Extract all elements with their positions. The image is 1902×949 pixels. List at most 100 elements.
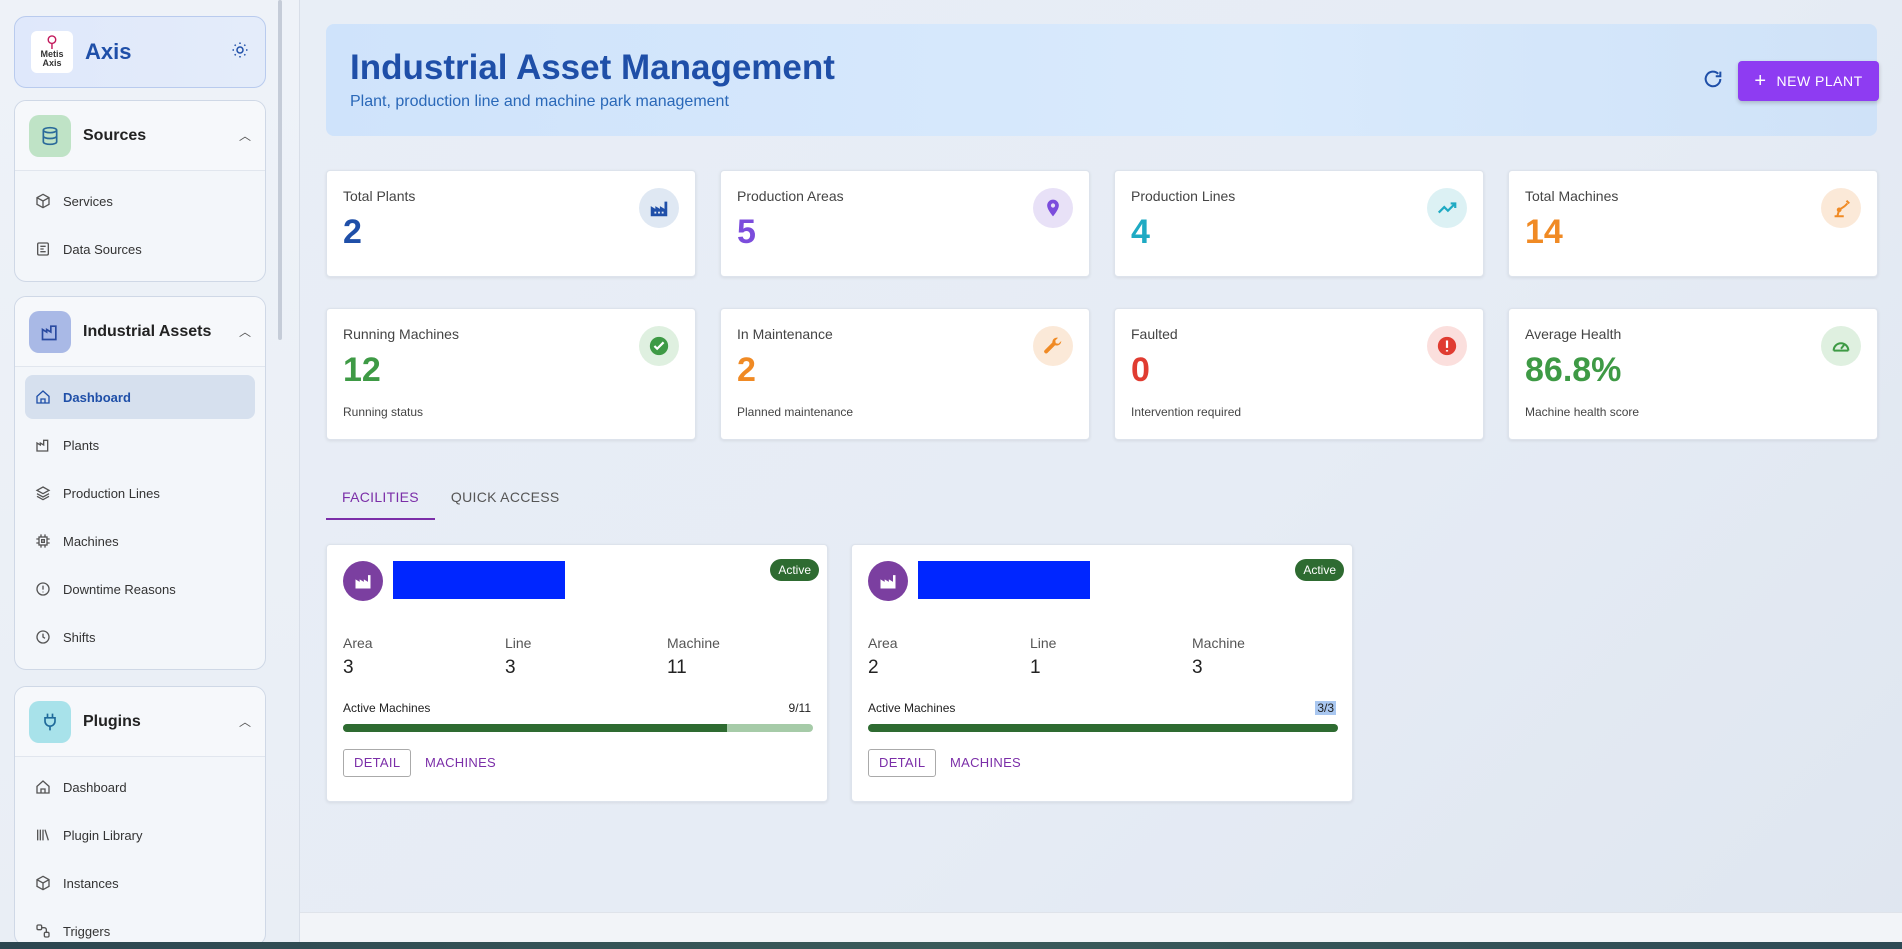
cube-icon — [36, 875, 50, 891]
detail-button[interactable]: DETAIL — [343, 749, 412, 777]
sidebar-scrollbar[interactable] — [278, 0, 282, 340]
brand-header: ⚲ Metis Axis Axis — [14, 16, 266, 88]
sidebar-item-plugin-library[interactable]: Plugin Library — [25, 813, 255, 857]
cpu-icon — [36, 534, 50, 548]
data-source-icon — [37, 242, 49, 256]
status-badge: Active — [1295, 559, 1344, 581]
page-title: Industrial Asset Management — [350, 48, 835, 87]
stat-caption: Machine health score — [1525, 405, 1640, 419]
footer-strip — [300, 912, 1902, 942]
sidebar-item-plugin-dashboard[interactable]: Dashboard — [25, 765, 255, 809]
sidebar-item-machines[interactable]: Machines — [25, 519, 255, 563]
stat-value: 5 — [737, 213, 756, 251]
sidebar-group-sources-header[interactable]: Sources ︿ — [15, 101, 265, 171]
location-pin-icon — [1033, 188, 1073, 228]
sidebar-group-plugins: Plugins ︿ Dashboard Plugin Library Insta… — [14, 686, 266, 946]
sidebar-item-shifts[interactable]: Shifts — [25, 615, 255, 659]
sidebar-group-label: Sources — [83, 126, 147, 144]
sidebar-item-production-lines[interactable]: Production Lines — [25, 471, 255, 515]
stat-caption: Running status — [343, 405, 424, 419]
page-header: Industrial Asset Management Plant, produ… — [326, 24, 1879, 136]
metric-value: 1 — [1030, 657, 1041, 678]
machines-button[interactable]: MACHINES — [950, 755, 1022, 770]
metric-label: Machine — [667, 635, 720, 651]
tab-facilities[interactable]: FACILITIES — [326, 476, 435, 520]
plug-icon — [29, 700, 71, 743]
stat-value: 12 — [343, 351, 381, 389]
sidebar-group-label: Industrial Assets — [83, 322, 212, 340]
error-icon — [1427, 326, 1467, 366]
sidebar-group-industrial-assets: Industrial Assets ︿ Dashboard Plants Pro… — [14, 296, 266, 670]
page-subtitle: Plant, production line and machine park … — [350, 93, 729, 110]
machines-button[interactable]: MACHINES — [425, 755, 497, 770]
stat-label: Production Lines — [1131, 188, 1236, 204]
sidebar-item-services[interactable]: Services — [25, 179, 255, 223]
metric-value: 3 — [1192, 657, 1203, 678]
stat-label: Total Plants — [343, 188, 416, 204]
metric-label: Line — [505, 635, 532, 651]
check-circle-icon — [639, 326, 679, 366]
stat-label: Production Areas — [737, 188, 844, 204]
chevron-up-icon[interactable]: ︿ — [238, 129, 251, 143]
stat-value: 2 — [343, 213, 362, 251]
sidebar-group-plugins-header[interactable]: Plugins ︿ — [15, 687, 265, 757]
factory-icon — [868, 561, 908, 601]
progress-fill — [868, 724, 1338, 732]
sidebar-item-data-sources[interactable]: Data Sources — [25, 227, 255, 271]
metric-value: 11 — [667, 657, 687, 678]
detail-button[interactable]: DETAIL — [868, 749, 937, 777]
active-machines-count: 3/3 — [1315, 701, 1336, 715]
wrench-icon — [1033, 326, 1073, 366]
plant-card: Active Area 2 Line 1 Machine 3 Active Ma… — [851, 544, 1353, 802]
trigger-icon — [36, 924, 50, 938]
stat-label: Faulted — [1131, 326, 1178, 342]
sidebar-group-industrial-header[interactable]: Industrial Assets ︿ — [15, 297, 265, 367]
sidebar-item-downtime-reasons[interactable]: Downtime Reasons — [25, 567, 255, 611]
sidebar-group-label: Plugins — [83, 712, 141, 730]
factory-icon — [36, 439, 49, 452]
stat-label: Average Health — [1525, 326, 1622, 342]
stat-value: 4 — [1131, 213, 1150, 251]
chevron-up-icon[interactable]: ︿ — [238, 715, 251, 729]
window-bottom-edge — [0, 942, 1902, 949]
main-content: Industrial Asset Management Plant, produ… — [300, 0, 1902, 949]
stat-label: In Maintenance — [737, 326, 833, 342]
metric-value: 3 — [343, 657, 354, 678]
home-icon — [36, 780, 50, 794]
stat-card-production-areas: Production Areas 5 — [720, 170, 1090, 277]
stat-value: 0 — [1131, 351, 1150, 389]
factory-icon — [343, 561, 383, 601]
theme-toggle-icon[interactable] — [231, 41, 249, 64]
stat-card-average-health: Average Health 86.8% Machine health scor… — [1508, 308, 1878, 440]
sidebar-item-triggers[interactable]: Triggers — [25, 909, 255, 945]
factory-icon — [639, 188, 679, 228]
factory-icon — [29, 310, 71, 353]
sidebar: ⚲ Metis Axis Axis Sources ︿ Services Dat… — [0, 0, 300, 949]
status-badge: Active — [770, 559, 819, 581]
metric-label: Line — [1030, 635, 1057, 651]
tab-quick-access[interactable]: QUICK ACCESS — [450, 489, 560, 505]
active-machines-progress — [868, 724, 1338, 732]
database-icon — [29, 114, 71, 157]
stat-caption: Intervention required — [1131, 405, 1242, 419]
plant-name-redacted — [393, 561, 565, 599]
stat-value: 14 — [1525, 213, 1563, 251]
facility-tabs: FACILITIES QUICK ACCESS — [326, 476, 576, 520]
cube-icon — [36, 193, 50, 209]
sidebar-item-dashboard[interactable]: Dashboard — [25, 375, 255, 419]
metric-value: 2 — [868, 657, 879, 678]
brand-logo: ⚲ Metis Axis — [31, 31, 73, 73]
alert-circle-icon — [36, 582, 50, 596]
new-plant-button[interactable]: + NEW PLANT — [1738, 61, 1879, 101]
layers-icon — [35, 486, 51, 501]
refresh-icon[interactable] — [1702, 68, 1726, 92]
sidebar-item-plants[interactable]: Plants — [25, 423, 255, 467]
plant-name-redacted — [918, 561, 1090, 599]
metric-label: Machine — [1192, 635, 1245, 651]
library-icon — [37, 829, 49, 841]
chevron-up-icon[interactable]: ︿ — [238, 325, 251, 339]
sidebar-item-instances[interactable]: Instances — [25, 861, 255, 905]
brand-title: Axis — [85, 39, 132, 64]
active-machines-count: 9/11 — [788, 701, 811, 715]
plant-card: Active Area 3 Line 3 Machine 11 Active M… — [326, 544, 828, 802]
